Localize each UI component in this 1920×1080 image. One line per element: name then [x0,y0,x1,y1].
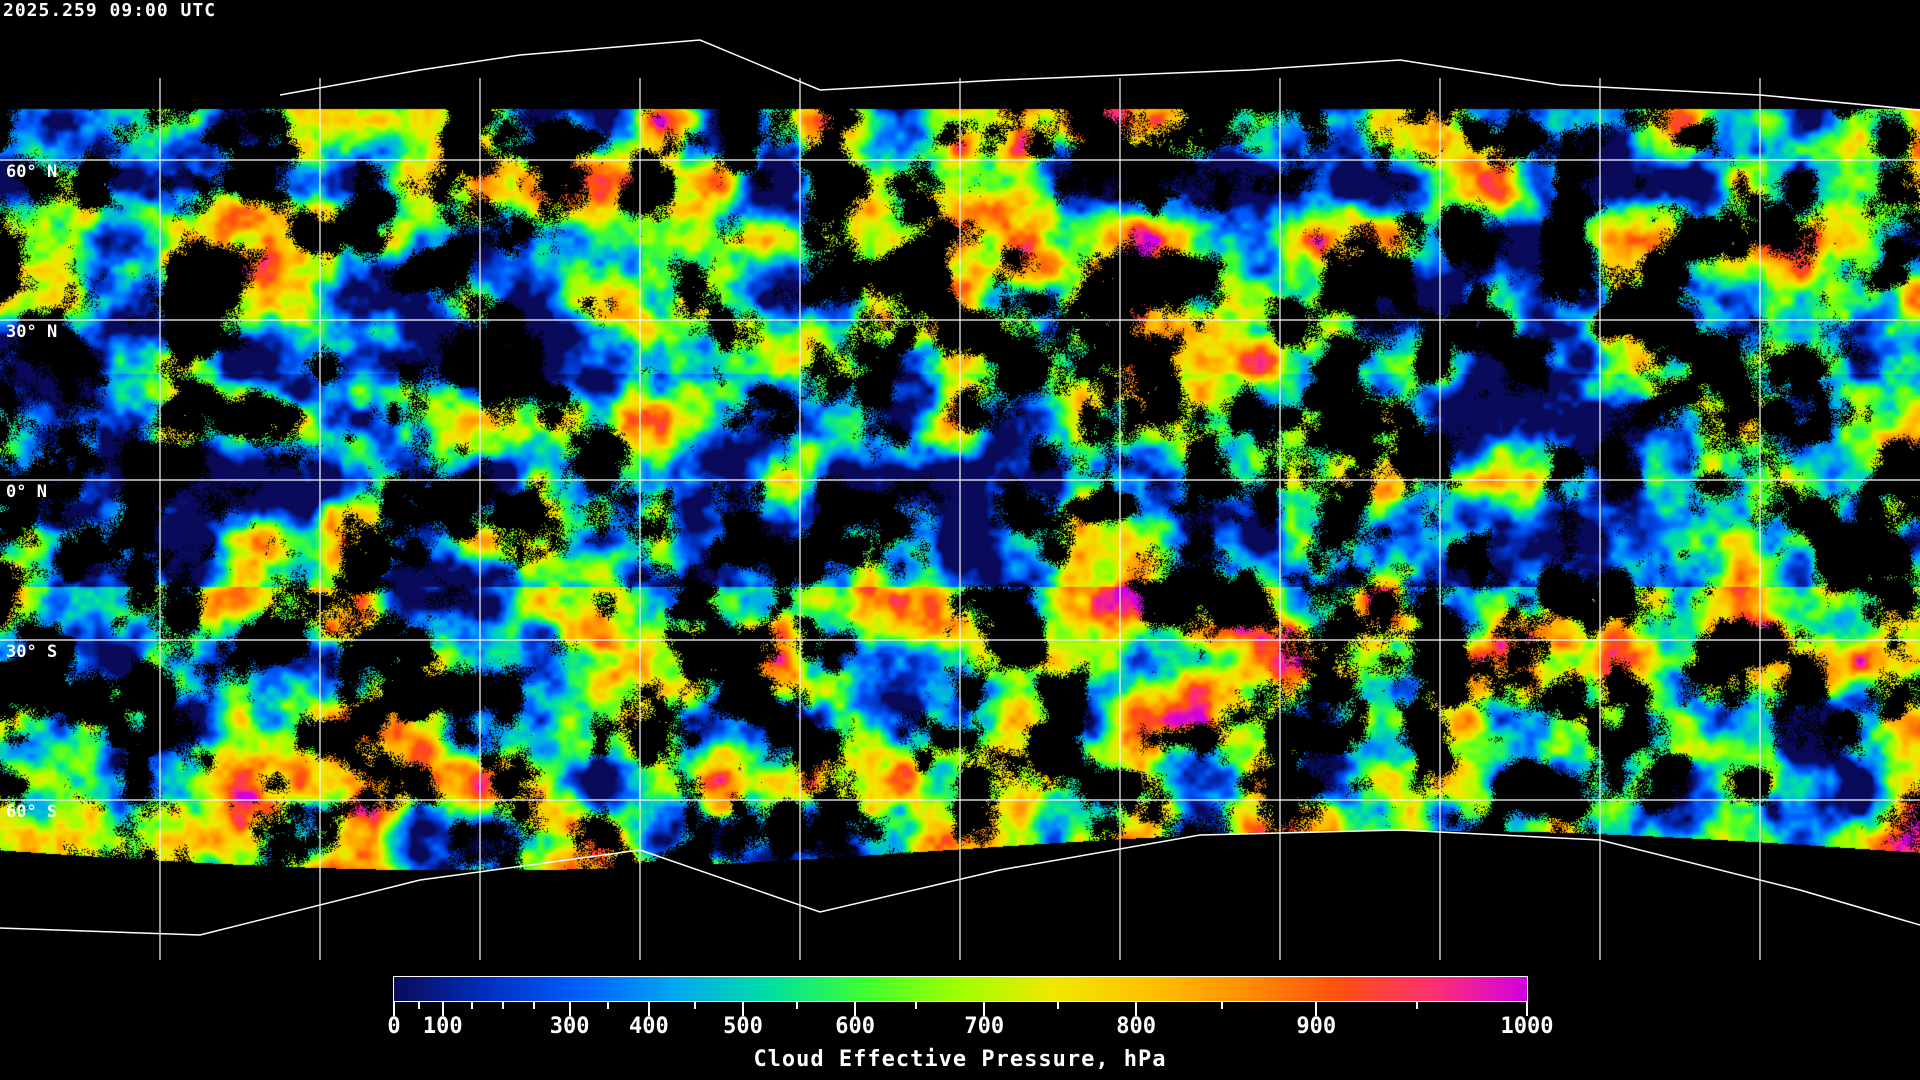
colorbar [393,976,1528,1002]
coastline [0,39,1920,936]
colorbar-tick-label: 700 [964,1014,1005,1039]
colorbar-major-tick [1135,1002,1138,1016]
colorbar-major-tick [393,1002,395,1016]
colorbar-tick-label: 100 [422,1014,463,1039]
lat-label-0n: 0° N [6,482,47,502]
colorbar-major-tick [854,1002,857,1016]
colorbar-minor-tick [796,1002,799,1009]
colorbar-tick-label: 800 [1116,1014,1156,1039]
lat-label-30s: 30° S [6,642,58,662]
colorbar-minor-tick [471,1002,474,1009]
colorbar-minor-tick [607,1002,610,1009]
lat-label-60s: 60° S [6,802,58,822]
colorbar-minor-tick [533,1002,536,1009]
colorbar-tick-label: 1000 [1500,1014,1554,1039]
colorbar-tick-label: 300 [549,1014,590,1039]
colorbar-major-tick [647,1002,650,1016]
colorbar-tick-label: 0 [387,1014,401,1039]
lat-label-60n: 60° N [6,162,58,182]
colorbar-major-tick [441,1002,444,1016]
colorbar-major-tick [983,1002,986,1016]
colorbar-major-tick [741,1002,744,1016]
lat-lon-grid [0,39,1920,960]
colorbar-tick-label: 400 [629,1014,669,1039]
colorbar-minor-tick [694,1002,697,1009]
colorbar-major-tick [1526,1002,1528,1016]
colorbar-minor-tick [501,1002,504,1009]
timestamp: 2025.259 09:00 UTC [3,0,217,21]
colorbar-tick-label: 600 [835,1014,875,1039]
colorbar-minor-tick [1416,1002,1419,1009]
colorbar-tick-label: 900 [1296,1014,1337,1039]
colorbar-minor-tick [1056,1002,1059,1009]
colorbar-major-tick [568,1002,571,1016]
colorbar-major-tick [1315,1002,1318,1016]
colorbar-minor-tick [417,1002,420,1009]
colorbar-title: Cloud Effective Pressure, hPa [753,1047,1167,1072]
colorbar-minor-tick [915,1002,918,1009]
lat-label-30n: 30° N [6,322,58,342]
colorbar-tick-label: 500 [723,1014,763,1039]
colorbar-minor-tick [1221,1002,1224,1009]
